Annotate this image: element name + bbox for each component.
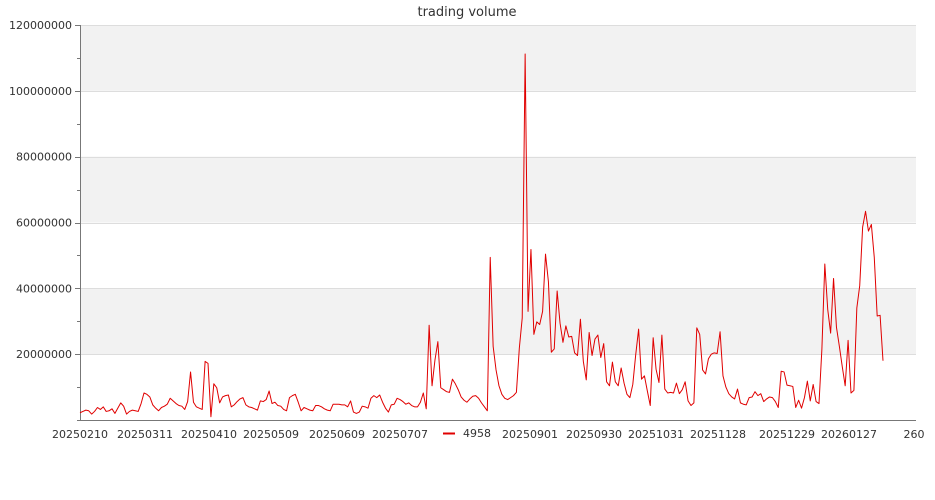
- x-tick-label: 20251128: [690, 428, 746, 441]
- y-axis: 20000000 40000000 60000000 80000000 10000000…: [9, 19, 81, 421]
- x-tick-label: 20250930: [566, 428, 622, 441]
- background-band: [80, 288, 916, 355]
- x-tick-label: 20250311: [117, 428, 173, 441]
- y-tick-label: 120000000: [9, 19, 72, 32]
- y-tick-label: 80000000: [16, 151, 72, 164]
- x-tick-label: 20250707: [372, 428, 428, 441]
- x-tick-label: 20250210: [52, 428, 108, 441]
- x-tick-label: 20251031: [628, 428, 684, 441]
- y-tick-label: 40000000: [16, 282, 72, 295]
- series-layer: [79, 53, 884, 418]
- y-tick-label: 20000000: [16, 348, 72, 361]
- plot-background-bands: [80, 25, 916, 355]
- legend-label: 4958: [463, 427, 491, 440]
- x-tick-label: 20250410: [181, 428, 237, 441]
- background-band: [80, 25, 916, 91]
- series-line-4958: [79, 53, 884, 418]
- y-tick-label: 100000000: [9, 85, 72, 98]
- background-band: [80, 156, 916, 223]
- x-tick-label: 20260127: [821, 428, 877, 441]
- x-tick-label: 20250509: [243, 428, 299, 441]
- x-tick-label: 260: [904, 428, 925, 441]
- chart-title: trading volume: [417, 5, 516, 20]
- y-tick-label: 60000000: [16, 217, 72, 230]
- x-tick-label: 20250901: [502, 428, 558, 441]
- x-tick-label: 20250609: [309, 428, 365, 441]
- x-tick-label: 20251229: [759, 428, 815, 441]
- x-axis: 20250210 20250311 20250410 20250509 20250609…: [52, 420, 925, 441]
- legend: 4958: [443, 427, 491, 440]
- gridlines: [80, 25, 916, 355]
